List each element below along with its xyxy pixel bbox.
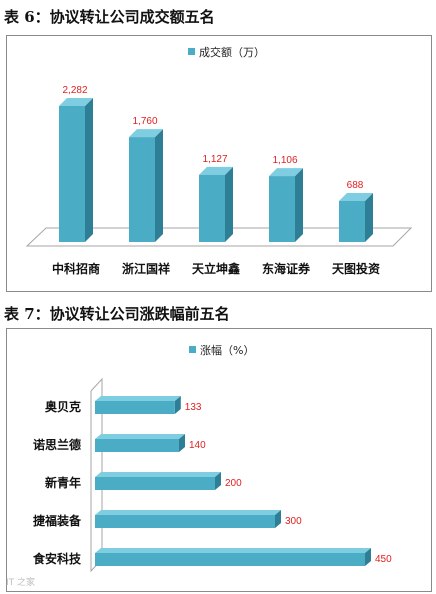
chart-1-category-label: 天图投资 [332,261,380,276]
chart-2-legend-swatch [189,346,196,353]
chart-1-category-label: 天立坤鑫 [192,261,240,276]
chart-1-bar-side [365,192,373,242]
chart-1-bar [199,174,225,242]
chart-2-bar-top [95,510,281,515]
chart-2-category-label: 食安科技 [32,551,82,566]
chart-1-category-label: 浙江国祥 [122,261,170,276]
chart-2-bar-side [215,472,221,490]
chart-1-svg: 成交额（万） 2,282 中科招商 1,760 浙江国祥 1,127 天立坤鑫 1,106 东… [25,45,413,276]
chart-2-bar-top [95,434,185,439]
chart-1-bar-side [85,98,93,242]
chart-2-bar [95,553,365,566]
chart-1-bar-side [225,166,233,242]
chart-2-data-label: 200 [225,478,242,489]
chart-1-bars: 2,282 中科招商 1,760 浙江国祥 1,127 天立坤鑫 1,106 东海证券 688 天… [52,85,380,276]
chart-1-bar [339,200,365,242]
chart-2-bar-top [95,396,181,401]
chart-1-data-label: 688 [347,180,364,191]
chart-1-bar-top [59,98,93,106]
chart-1-title: 表 6：协议转让公司成交额五名 [4,8,215,26]
chart-2-data-label: 133 [185,402,202,413]
chart-1-legend-label: 成交额（万） [199,45,265,59]
chart-2-bar [95,439,179,452]
chart-1-data-label: 1,760 [132,116,157,127]
chart-2-bar-top [95,548,371,553]
chart-1-bar-side [295,168,303,242]
chart-2-svg: 涨幅（%） 133 奥贝克 140 诺思兰德 200 新青年 300 捷福装备 450 食安科技 [32,344,392,573]
chart-1-bar [129,137,155,242]
chart-1-bar-top [269,168,303,177]
chart-2-category-label: 奥贝克 [45,399,81,414]
chart-1-category-label: 中科招商 [52,261,100,276]
chart-2-data-label: 450 [375,554,392,565]
chart-2-bar-side [179,434,185,452]
chart-1-bar-side [155,129,163,242]
chart-2-bar-side [275,510,281,528]
chart-2-category-label: 诺思兰德 [33,437,81,452]
chart-2-data-label: 140 [189,440,206,451]
chart-1-bar [59,106,85,242]
chart-1-panel: 成交额（万） 2,282 中科招商 1,760 浙江国祥 1,127 天立坤鑫 1,106 东… [6,35,432,292]
chart-2-bar [95,477,215,490]
chart-2-category-label: 新青年 [45,475,81,490]
chart-2-bars: 133 奥贝克 140 诺思兰德 200 新青年 300 捷福装备 450 食安科技 [32,396,392,566]
chart-1-category-label: 东海证券 [262,261,311,276]
chart-2-legend-label: 涨幅（%） [200,344,254,357]
watermark-logo: IT 之家 [6,578,36,588]
chart-2-bar [95,401,175,414]
chart-1-data-label: 2,282 [62,85,87,96]
chart-1-bar-top [129,129,163,138]
chart-2-category-label: 捷福装备 [33,513,82,528]
chart-1-bar-top [199,166,233,175]
chart-2-panel: 涨幅（%） 133 奥贝克 140 诺思兰德 200 新青年 300 捷福装备 450 食安科技 [6,328,432,592]
chart-1-data-label: 1,127 [202,154,227,165]
chart-2-bar [95,515,275,528]
chart-1-bar [269,176,295,242]
chart-2-title: 表 7：协议转让公司涨跌幅前五名 [4,305,230,323]
chart-2-data-label: 300 [285,516,302,527]
chart-2-bar-side [365,548,371,566]
chart-2-bar-top [95,472,221,477]
chart-1-data-label: 1,106 [272,155,297,166]
chart-1-legend-swatch [188,48,195,55]
chart-2-bar-side [174,396,181,414]
chart-1-bar-top [339,192,373,201]
